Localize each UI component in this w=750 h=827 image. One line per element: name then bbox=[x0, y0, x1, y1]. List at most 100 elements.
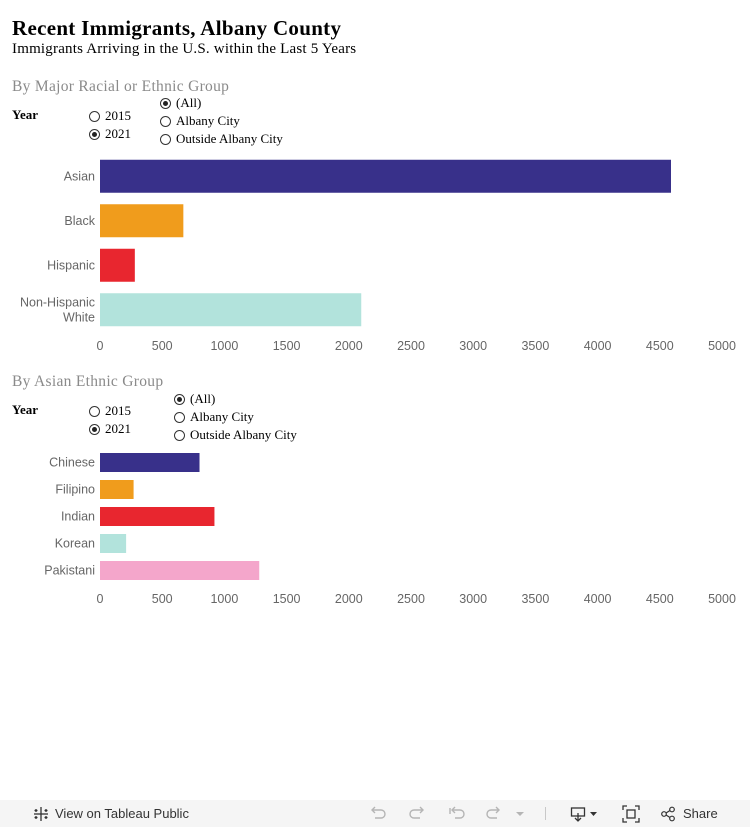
radio-circle-icon bbox=[160, 115, 171, 127]
x-tick-label: 4000 bbox=[584, 592, 612, 606]
revert-icon bbox=[449, 806, 465, 819]
bar-non-hispanic-white[interactable] bbox=[100, 293, 362, 327]
undo-icon bbox=[371, 806, 386, 819]
category-label: Black bbox=[64, 214, 95, 228]
year-radio-2015[interactable]: 2015 bbox=[89, 108, 131, 124]
category-label: Chinese bbox=[49, 456, 95, 470]
year-radio-2021[interactable]: 2021 bbox=[89, 126, 131, 142]
x-tick-label: 1000 bbox=[210, 592, 238, 606]
x-tick-label: 2000 bbox=[335, 592, 363, 606]
area-radio-all[interactable]: (All) bbox=[160, 95, 201, 111]
x-tick-label: 0 bbox=[97, 592, 104, 606]
dropdown-caret-icon bbox=[516, 811, 524, 816]
toolbar-divider bbox=[545, 807, 546, 820]
radio-circle-icon bbox=[89, 405, 100, 417]
year-filter-label: Year bbox=[12, 402, 38, 417]
radio-label: 2015 bbox=[105, 403, 131, 418]
share-icon bbox=[661, 806, 675, 821]
section-title-racial: By Major Racial or Ethnic Group bbox=[12, 78, 230, 95]
area-radio-outside-albany[interactable]: Outside Albany City bbox=[174, 427, 297, 443]
download-button[interactable] bbox=[570, 800, 598, 827]
dropdown-caret-icon bbox=[590, 811, 597, 816]
bar-hispanic[interactable] bbox=[100, 248, 135, 282]
radio-label: 2021 bbox=[105, 421, 131, 436]
x-tick-label: 4500 bbox=[646, 592, 674, 606]
racial-group-bar-chart: Asian Black Hispanic Non-Hispanic White 0 500 1… bbox=[20, 159, 736, 353]
tableau-logo-icon bbox=[34, 806, 48, 821]
radio-circle-icon bbox=[160, 133, 171, 145]
area-radio-outside-albany[interactable]: Outside Albany City bbox=[160, 131, 283, 147]
bar-korean[interactable] bbox=[100, 534, 127, 553]
radio-circle-icon bbox=[174, 411, 185, 423]
year-filter-label: Year bbox=[12, 107, 38, 122]
x-tick-label: 1500 bbox=[273, 339, 301, 353]
area-radio-all[interactable]: (All) bbox=[174, 391, 215, 407]
download-icon bbox=[570, 806, 586, 822]
view-on-tableau-label: View on Tableau Public bbox=[55, 806, 189, 821]
page-title: Recent Immigrants, Albany County bbox=[12, 16, 342, 40]
radio-selected-icon bbox=[89, 128, 100, 140]
x-tick-label: 4500 bbox=[646, 339, 674, 353]
radio-label: Outside Albany City bbox=[190, 427, 297, 442]
refresh-button[interactable] bbox=[485, 800, 503, 827]
category-label: Asian bbox=[64, 169, 95, 183]
year-radio-2021[interactable]: 2021 bbox=[89, 421, 131, 437]
radio-label: Albany City bbox=[190, 409, 254, 424]
share-button[interactable]: Share bbox=[660, 800, 718, 827]
radio-selected-icon bbox=[89, 423, 100, 435]
radio-selected-icon bbox=[174, 393, 185, 405]
redo-icon bbox=[409, 806, 424, 819]
x-tick-label: 1500 bbox=[273, 592, 301, 606]
category-label: Non-Hispanic White bbox=[20, 295, 95, 324]
x-tick-label: 2000 bbox=[335, 339, 363, 353]
radio-selected-icon bbox=[160, 97, 171, 109]
category-label: Indian bbox=[61, 510, 95, 524]
x-tick-label: 5000 bbox=[708, 592, 736, 606]
radio-label: Albany City bbox=[176, 113, 240, 128]
bar-filipino[interactable] bbox=[100, 480, 134, 499]
redo-button[interactable] bbox=[408, 800, 426, 827]
page-subtitle: Immigrants Arriving in the U.S. within t… bbox=[12, 41, 357, 57]
category-label: Korean bbox=[55, 537, 95, 551]
radio-label: 2015 bbox=[105, 108, 131, 123]
radio-label: 2021 bbox=[105, 126, 131, 141]
category-label: Hispanic bbox=[47, 258, 95, 272]
share-label: Share bbox=[683, 806, 718, 821]
refresh-options-dropdown[interactable] bbox=[515, 800, 525, 827]
year-radio-2015[interactable]: 2015 bbox=[89, 403, 131, 419]
bar-indian[interactable] bbox=[100, 507, 215, 526]
x-tick-label: 3000 bbox=[459, 592, 487, 606]
category-label: Filipino bbox=[55, 483, 95, 497]
x-tick-label: 3500 bbox=[521, 592, 549, 606]
bar-black[interactable] bbox=[100, 204, 184, 238]
fullscreen-icon bbox=[622, 804, 640, 823]
x-tick-label: 3000 bbox=[459, 339, 487, 353]
area-radio-albany-city[interactable]: Albany City bbox=[160, 113, 240, 129]
refresh-icon bbox=[486, 806, 500, 819]
revert-button[interactable] bbox=[448, 800, 466, 827]
x-tick-label: 2500 bbox=[397, 339, 425, 353]
x-tick-label: 5000 bbox=[708, 339, 736, 353]
bar-chinese[interactable] bbox=[100, 453, 200, 472]
x-tick-label: 500 bbox=[152, 592, 173, 606]
tableau-toolbar: View on Tableau Public bbox=[0, 800, 750, 827]
x-tick-label: 1000 bbox=[210, 339, 238, 353]
category-label: Pakistani bbox=[44, 564, 95, 578]
radio-label: (All) bbox=[176, 95, 202, 110]
bar-asian[interactable] bbox=[100, 159, 671, 193]
radio-label: Outside Albany City bbox=[176, 131, 283, 146]
section-title-asian: By Asian Ethnic Group bbox=[12, 373, 164, 390]
fullscreen-button[interactable] bbox=[622, 800, 640, 827]
bar-pakistani[interactable] bbox=[100, 561, 260, 580]
radio-circle-icon bbox=[89, 110, 100, 122]
x-tick-label: 4000 bbox=[584, 339, 612, 353]
view-on-tableau-link[interactable]: View on Tableau Public bbox=[33, 800, 189, 827]
undo-button[interactable] bbox=[369, 800, 387, 827]
x-tick-label: 3500 bbox=[521, 339, 549, 353]
x-tick-label: 2500 bbox=[397, 592, 425, 606]
x-tick-label: 0 bbox=[97, 339, 104, 353]
x-tick-label: 500 bbox=[152, 339, 173, 353]
radio-circle-icon bbox=[174, 429, 185, 441]
area-radio-albany-city[interactable]: Albany City bbox=[174, 409, 254, 425]
